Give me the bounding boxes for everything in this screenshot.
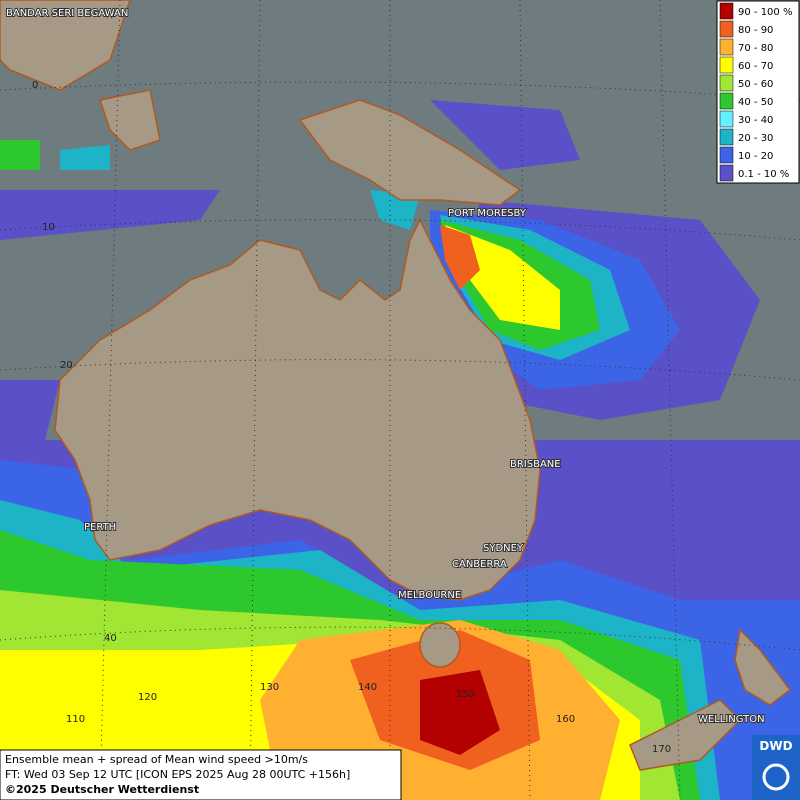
city-label: MELBOURNE: [398, 590, 461, 601]
legend-swatch: [719, 56, 734, 74]
grid-label: 120: [138, 692, 157, 703]
legend-swatch: [719, 110, 734, 128]
legend-swatch: [719, 128, 734, 146]
logo-text: DWD: [759, 739, 792, 753]
legend-label: 0.1 - 10 %: [738, 169, 789, 180]
legend-label: 40 - 50: [738, 97, 773, 108]
legend-swatch: [719, 38, 734, 56]
grid-label: 140: [358, 682, 377, 693]
wind-field: [0, 100, 800, 800]
city-label: PORT MORESBY: [448, 208, 527, 219]
legend-swatch: [719, 20, 734, 38]
legend-label: 90 - 100 %: [738, 7, 792, 18]
grid-label: 110: [66, 714, 85, 725]
caption-box: [0, 749, 402, 800]
city-label: BANDAR SERI BEGAWAN: [6, 8, 128, 19]
caption-line: FT: Wed 03 Sep 12 UTC [ICON EPS 2025 Aug…: [5, 768, 350, 781]
logo-swirl: [762, 763, 790, 791]
legend-label: 30 - 40: [738, 115, 773, 126]
legend-label: 70 - 80: [738, 43, 773, 54]
grid-label: 0: [32, 80, 38, 91]
land: [0, 0, 792, 771]
grid-label: 40: [104, 633, 117, 644]
grid-label: 170: [652, 744, 671, 755]
legend-label: 10 - 20: [738, 151, 773, 162]
legend-swatch: [719, 2, 734, 20]
legend-swatch: [719, 92, 734, 110]
legend-swatch: [719, 164, 734, 182]
caption-line: Ensemble mean + spread of Mean wind spee…: [5, 753, 308, 766]
city-label: CANBERRA: [452, 559, 507, 570]
city-label: BRISBANE: [510, 459, 561, 470]
legend-label: 80 - 90: [738, 25, 773, 36]
legend-label: 50 - 60: [738, 79, 773, 90]
legend-swatch: [719, 146, 734, 164]
grid-label: 150: [456, 689, 475, 700]
grid-label: 160: [556, 714, 575, 725]
legend-label: 60 - 70: [738, 61, 773, 72]
legend-label: 20 - 30: [738, 133, 773, 144]
city-label: PERTH: [84, 522, 116, 533]
grid-label: 10: [42, 222, 55, 233]
city-label: WELLINGTON: [698, 714, 765, 725]
grid-label: 130: [260, 682, 279, 693]
legend-swatch: [719, 74, 734, 92]
grid-label: 20: [60, 360, 73, 371]
city-label: SYDNEY: [483, 543, 524, 554]
caption-line: ©2025 Deutscher Wetterdienst: [5, 783, 199, 796]
